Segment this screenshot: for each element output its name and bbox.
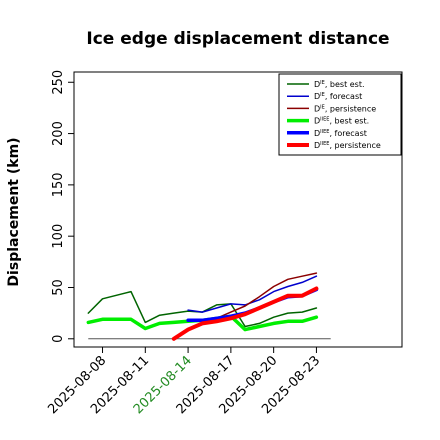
y-tick-label: 50 — [51, 279, 66, 296]
y-tick-label: 150 — [51, 172, 66, 197]
y-axis-label: Displacement (km) — [6, 137, 22, 286]
plot-area — [73, 71, 403, 348]
x-axis-ticks: 2025-08-082025-08-112025-08-142025-08-17… — [45, 347, 323, 417]
plot-frame — [73, 71, 403, 348]
y-tick-label: 100 — [51, 224, 66, 249]
legend-entry-6: DIIEE, persistence — [314, 141, 381, 150]
series-line-2 — [187, 275, 318, 313]
legend-entry-2: DIE, forecast — [314, 92, 362, 101]
chart-title: Ice edge displacement distance — [86, 29, 389, 49]
legend: DIE, best est. DIE, forecast DIE, persiste… — [278, 73, 402, 156]
legend-entry-1: DIE, best est. — [314, 80, 365, 89]
series-line-1 — [87, 290, 318, 328]
legend-box — [278, 73, 402, 156]
legend-entry-5: DIIEE, forecast — [314, 129, 367, 138]
series-line-6 — [171, 286, 319, 341]
y-tick-label: 0 — [51, 335, 66, 343]
legend-entry-4: DIIEE, best est. — [314, 117, 369, 126]
y-tick-label: 200 — [51, 121, 66, 146]
legend-entry-3: DIE, persistence — [314, 104, 376, 113]
y-tick-label: 250 — [51, 70, 66, 95]
y-axis-ticks: 0 50 100 150 200 250 — [51, 70, 74, 343]
